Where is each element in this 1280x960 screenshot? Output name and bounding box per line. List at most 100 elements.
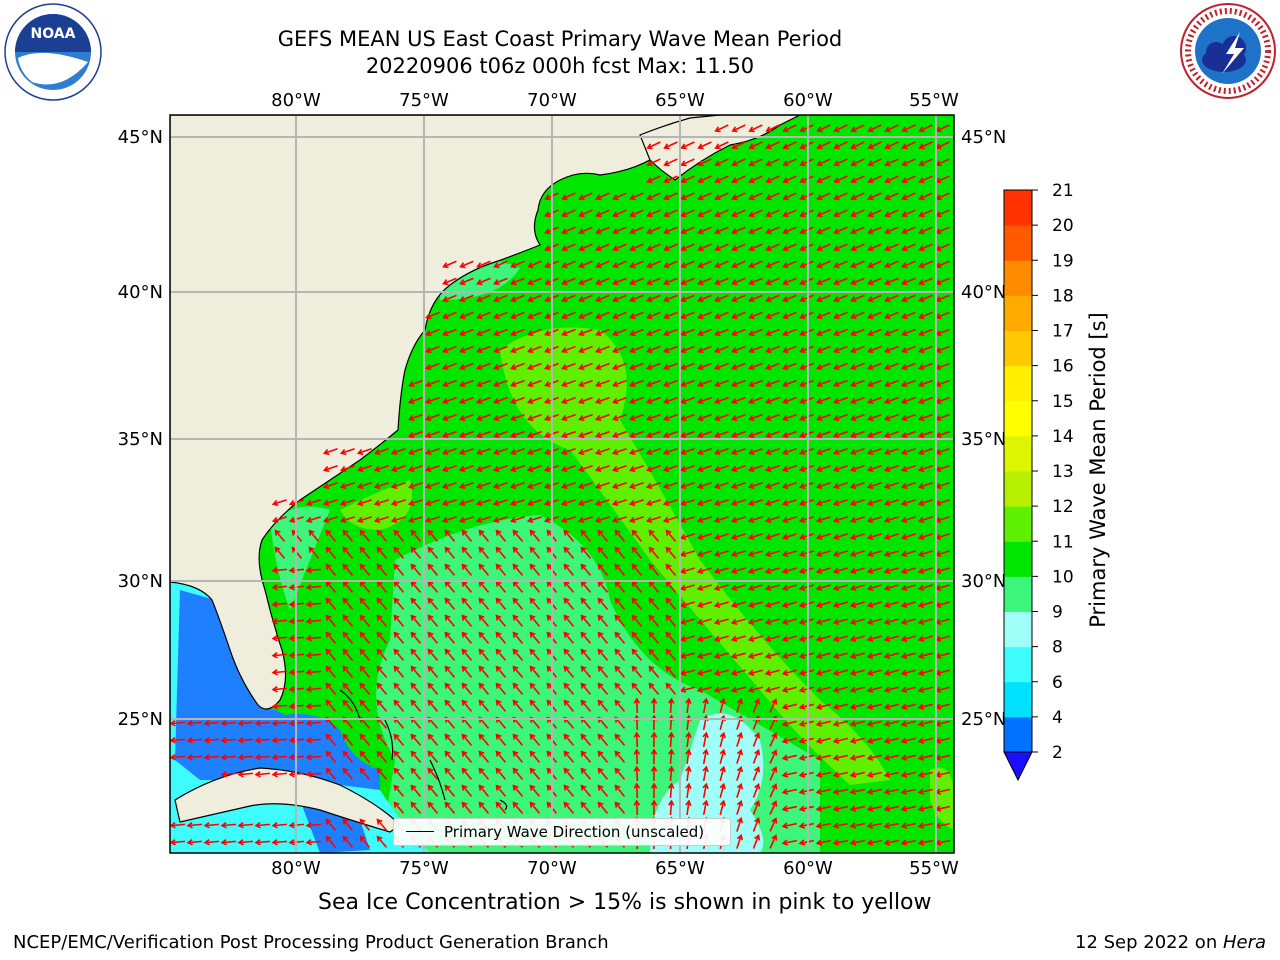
wave-arrow — [816, 124, 831, 133]
wave-arrow — [424, 447, 440, 456]
wave-arrow — [680, 277, 695, 286]
wave-arrow — [884, 294, 899, 303]
wave-arrow — [512, 614, 524, 627]
colorbar-segment — [1004, 681, 1032, 718]
wave-arrow — [563, 648, 575, 661]
wave-arrow — [612, 243, 627, 252]
footer-date: 12 Sep 2022 on Hera — [1075, 932, 1266, 953]
wave-arrow — [305, 669, 322, 676]
wave-arrow — [781, 533, 797, 541]
wave-arrow — [645, 465, 661, 473]
wave-arrow — [832, 567, 848, 575]
wave-arrow — [685, 799, 692, 816]
wave-arrow — [663, 141, 678, 150]
wave-arrow — [883, 396, 899, 405]
wave-arrow — [492, 516, 508, 524]
wave-arrow — [782, 158, 797, 167]
wave-arrow — [595, 328, 610, 337]
wave-arrow — [407, 413, 423, 422]
wave-arrow — [765, 192, 780, 201]
wave-arrow — [832, 635, 848, 642]
wave-arrow — [918, 260, 933, 269]
lon-label-top: 60°W — [783, 90, 833, 111]
colorbar-segment — [1004, 646, 1032, 683]
wave-arrow — [612, 209, 627, 218]
wave-arrow — [696, 465, 712, 473]
wave-arrow — [696, 601, 712, 608]
wave-arrow — [631, 597, 643, 610]
wave-arrow — [580, 767, 592, 780]
wave-arrow — [376, 665, 388, 678]
wave-arrow — [900, 720, 916, 727]
wave-arrow — [475, 430, 491, 439]
wave-arrow — [901, 328, 916, 337]
wave-arrow — [815, 805, 832, 812]
colorbar-tick-label: 14 — [1052, 427, 1074, 447]
wave-arrow — [561, 243, 576, 252]
wave-arrow — [685, 765, 692, 782]
wave-arrow — [663, 209, 678, 218]
wave-arrow — [170, 737, 186, 744]
wave-arrow — [254, 839, 271, 846]
wave-arrow — [410, 529, 422, 542]
wave-arrow — [730, 413, 746, 422]
wave-arrow — [866, 771, 883, 778]
wave-arrow — [612, 226, 627, 235]
wave-arrow — [325, 597, 337, 610]
wave-arrow — [563, 699, 575, 712]
wave-arrow — [410, 563, 422, 576]
wave-arrow — [305, 499, 321, 507]
wave-arrow — [850, 175, 865, 184]
wave-arrow — [614, 682, 626, 695]
wave-arrow — [665, 682, 677, 695]
wave-arrow — [764, 499, 780, 507]
wave-arrow — [220, 754, 237, 761]
wave-arrow — [782, 294, 797, 303]
wave-arrow — [560, 482, 576, 490]
wave-arrow — [444, 648, 456, 661]
wave-arrow — [424, 379, 440, 388]
wave-arrow — [662, 362, 678, 371]
wave-arrow — [781, 771, 798, 778]
wave-arrow — [901, 158, 916, 167]
wave-arrow — [901, 141, 916, 150]
wave-arrow — [696, 379, 712, 388]
wave-arrow — [662, 379, 678, 388]
wave-arrow — [832, 652, 848, 659]
wave-arrow — [781, 669, 797, 676]
wave-arrow — [444, 733, 456, 746]
wave-arrow — [359, 750, 371, 763]
wave-arrow — [495, 767, 507, 780]
wave-arrow — [359, 767, 371, 780]
lon-label-top: 80°W — [271, 90, 321, 111]
wave-arrow — [254, 771, 271, 778]
lat-label-left: 25°N — [118, 709, 163, 730]
wave-arrow — [492, 482, 508, 490]
wave-arrow — [850, 226, 865, 235]
colorbar-segment — [1004, 506, 1032, 542]
wave-arrow — [849, 788, 866, 795]
wave-arrow — [782, 141, 797, 150]
wave-arrow — [614, 665, 626, 678]
wave-arrow — [782, 277, 797, 286]
wave-arrow — [220, 720, 237, 727]
wave-arrow — [633, 765, 641, 782]
wave-arrow — [917, 635, 933, 642]
wave-arrow — [563, 563, 575, 576]
wave-arrow — [752, 834, 761, 849]
wave-arrow — [866, 652, 882, 659]
wave-arrow — [561, 345, 576, 354]
wave-arrow — [832, 839, 849, 846]
wave-arrow — [492, 362, 508, 371]
wave-arrow — [407, 465, 423, 473]
wave-arrow — [849, 754, 866, 761]
wave-arrow — [427, 767, 439, 780]
wave-arrow — [850, 294, 865, 303]
colorbar-tick-label: 15 — [1052, 392, 1074, 412]
wave-arrow — [680, 345, 695, 354]
wave-arrow — [680, 311, 695, 320]
wave-arrow — [900, 635, 916, 642]
wave-arrow — [866, 703, 882, 710]
wave-arrow — [663, 243, 678, 252]
wave-arrow — [561, 294, 576, 303]
